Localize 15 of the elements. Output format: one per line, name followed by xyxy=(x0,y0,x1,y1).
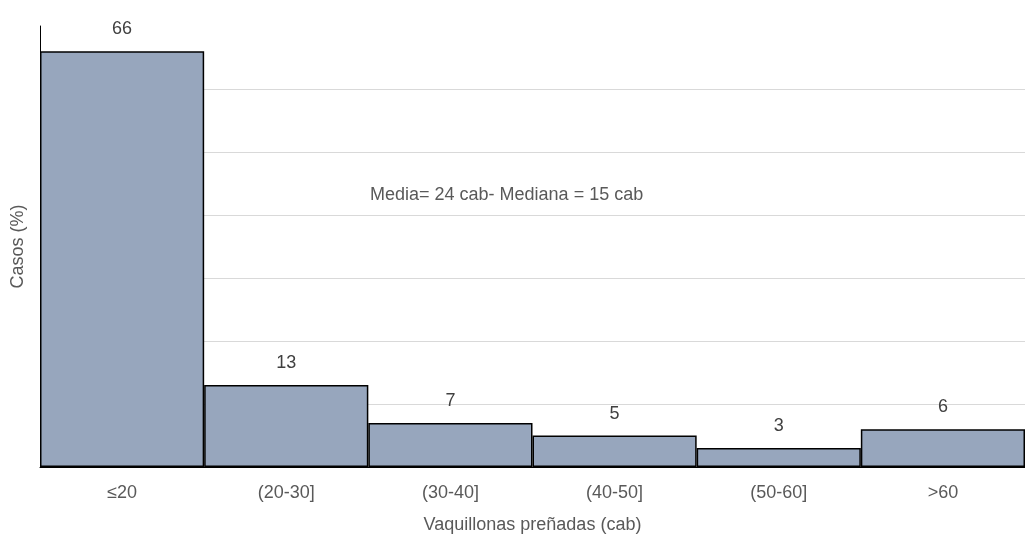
x-tick-label: (40-50] xyxy=(586,482,644,502)
x-tick-label: (20-30] xyxy=(257,482,315,502)
data-label: 5 xyxy=(609,402,620,423)
x-axis-title: Vaquillonas preñadas (cab) xyxy=(423,514,642,534)
data-label: 6 xyxy=(937,396,948,417)
data-label: 66 xyxy=(112,18,133,39)
annotation: Media= 24 cab- Mediana = 15 cab xyxy=(370,184,644,204)
x-tick-label: >60 xyxy=(927,482,959,502)
y-axis-title: Casos (%) xyxy=(7,204,27,289)
x-tick-label: ≤20 xyxy=(107,482,138,502)
data-label: 3 xyxy=(773,415,784,436)
data-label: 7 xyxy=(445,389,456,410)
x-tick-label: (50-60] xyxy=(750,482,808,502)
data-label: 13 xyxy=(276,352,297,373)
x-tick-label: (30-40] xyxy=(421,482,479,502)
